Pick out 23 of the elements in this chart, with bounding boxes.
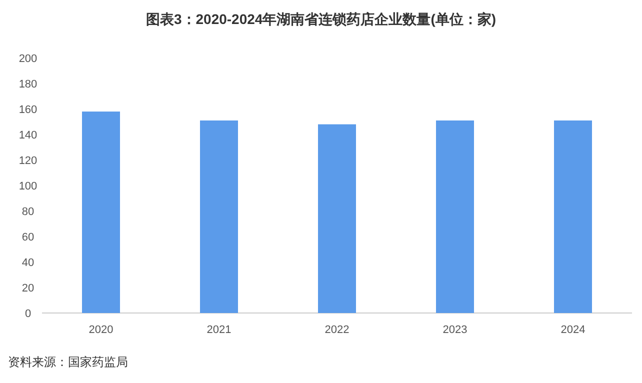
x-tick-label: 2020 [88,324,114,336]
chart-title: 图表3：2020-2024年湖南省连锁药店企业数量(单位：家) [146,11,496,27]
x-tick-label: 2024 [560,324,586,336]
y-tick-label: 200 [18,53,38,65]
y-tick-label: 160 [18,104,38,116]
x-tick-label: 2022 [324,324,350,336]
text: 资料来源：国家药监局 [8,355,128,369]
y-tick-label: 180 [18,78,38,90]
x-tick-label: 2023 [442,324,468,336]
y-tick-label: 60 [22,232,34,244]
y-tick-label: 120 [18,155,38,167]
bar [82,112,120,313]
y-tick-label: 0 [24,308,32,320]
y-tick-label: 140 [18,130,38,142]
bar [318,124,356,313]
y-tick-label: 40 [22,257,34,269]
y-tick-label: 80 [22,206,34,218]
bar [554,120,592,313]
x-tick-label: 2021 [206,324,232,336]
y-tick-label: 100 [18,180,38,192]
bar [200,120,238,313]
y-tick-label: 20 [22,282,34,294]
bar [436,120,474,313]
